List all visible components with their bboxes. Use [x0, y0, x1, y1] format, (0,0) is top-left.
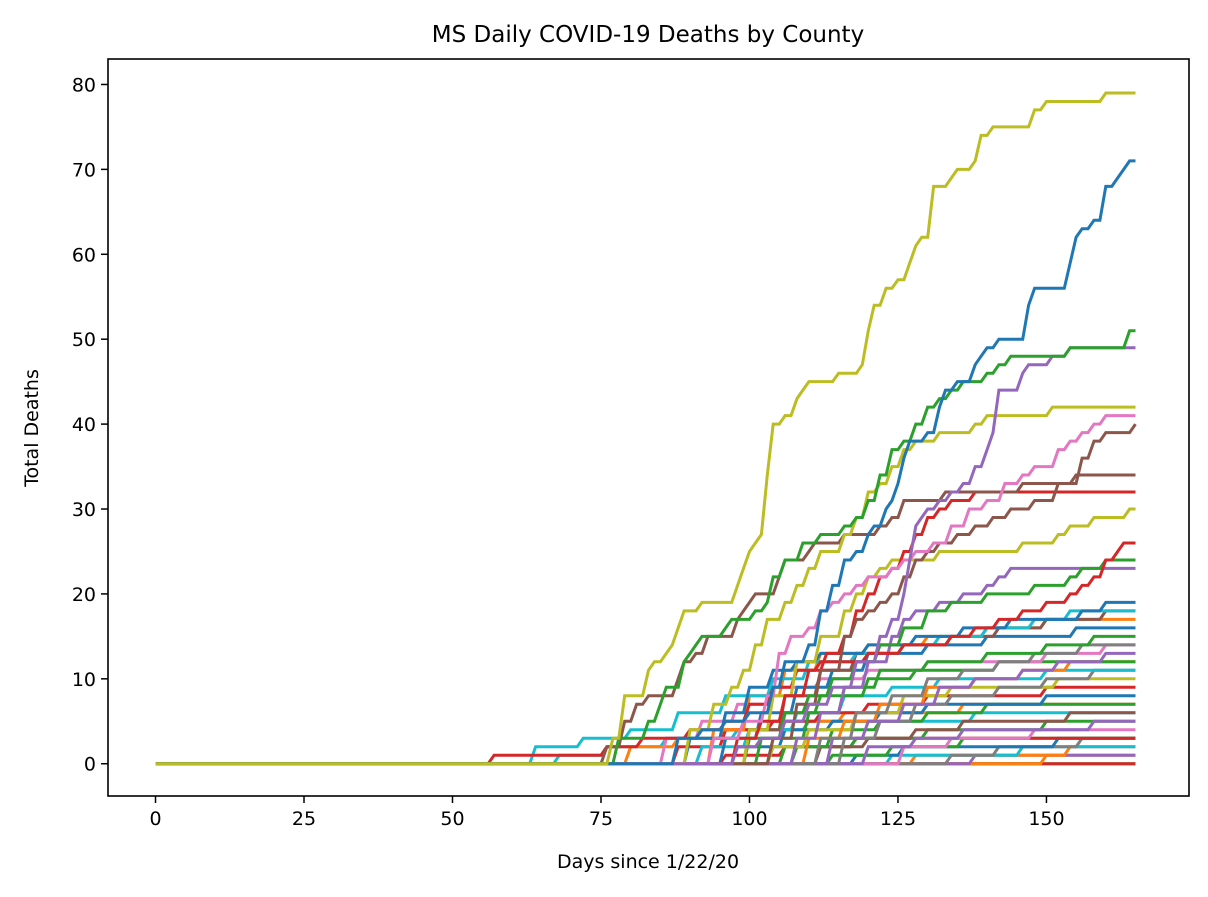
- series-line: [155, 159, 1136, 766]
- series-line: [155, 643, 1136, 766]
- y-tick-label: 80: [72, 74, 96, 96]
- x-tick-label: 100: [731, 808, 767, 830]
- y-tick-label: 60: [72, 244, 96, 266]
- chart-title: MS Daily COVID-19 Deaths by County: [432, 22, 864, 48]
- x-tick-label: 25: [292, 808, 316, 830]
- series-line: [155, 405, 1136, 766]
- y-tick-label: 10: [72, 669, 96, 691]
- series-line: [155, 668, 1136, 766]
- series-line: [155, 736, 1136, 766]
- series-line: [155, 91, 1136, 766]
- x-tick-label: 125: [880, 808, 916, 830]
- series-line: [155, 651, 1136, 766]
- series-line: [155, 719, 1136, 766]
- y-tick-label: 70: [72, 159, 96, 181]
- x-tick-label: 0: [149, 808, 161, 830]
- series-line: [155, 346, 1136, 766]
- y-tick-label: 30: [72, 499, 96, 521]
- series-line: [155, 626, 1136, 766]
- series-line: [155, 490, 1136, 766]
- series-line: [155, 541, 1136, 766]
- series-group: [155, 91, 1137, 766]
- series-line: [155, 736, 1136, 766]
- series-line: [155, 566, 1136, 766]
- x-tick-label: 75: [589, 808, 613, 830]
- y-tick-label: 50: [72, 329, 96, 351]
- y-tick-label: 0: [84, 754, 96, 776]
- series-line: [155, 609, 1136, 766]
- series-line: [155, 736, 1136, 766]
- y-axis: 0 10 20 30 40 50 60 70 80: [72, 74, 108, 776]
- y-tick-label: 40: [72, 414, 96, 436]
- x-tick-label: 50: [440, 808, 464, 830]
- x-axis-label: Days since 1/22/20: [557, 851, 739, 873]
- plot-frame: [107, 58, 1190, 797]
- y-axis-label: Total Deaths: [21, 369, 43, 488]
- y-tick-label: 20: [72, 584, 96, 606]
- series-line: [155, 329, 1136, 766]
- x-axis: 0 25 50 75 100 125 150: [149, 796, 1065, 830]
- series-line: [155, 473, 1136, 766]
- series-line: [155, 414, 1136, 766]
- series-line: [155, 617, 1136, 766]
- x-tick-label: 150: [1028, 808, 1064, 830]
- series-line: [155, 736, 1136, 766]
